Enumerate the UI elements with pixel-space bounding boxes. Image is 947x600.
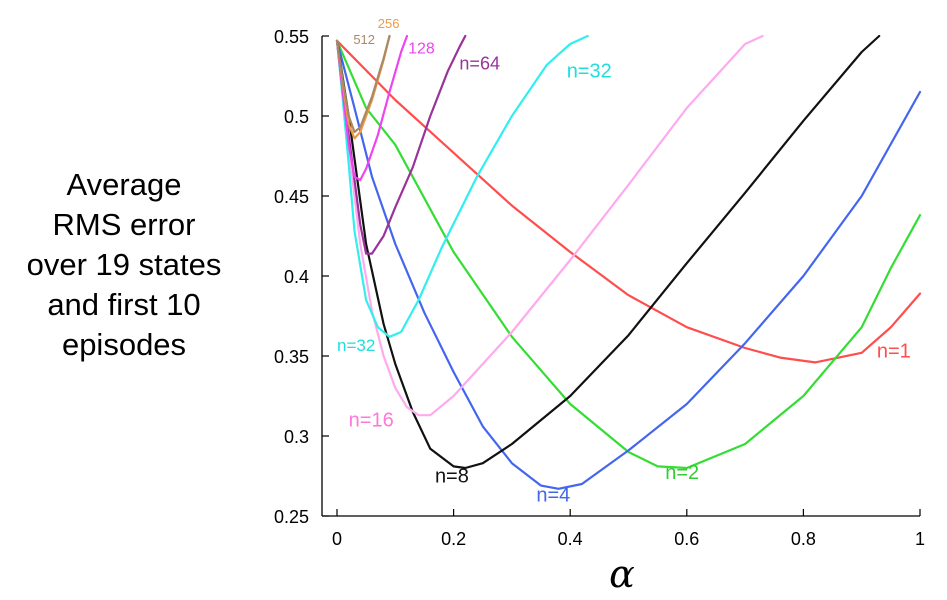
series-line-9 [335,34,391,134]
series-line-2 [335,39,922,490]
y-axis-label-line-1: Average [66,167,182,202]
x-tick-label: 0.8 [791,529,816,549]
x-tick-label: 0.6 [674,529,699,549]
series-label: n=32 [337,336,375,355]
series-label: n=8 [435,465,469,487]
y-axis-label-line-3: over 19 states [26,247,222,282]
y-tick-label: 0.35 [274,347,309,367]
series-line-1 [335,39,922,470]
series-line-3 [335,34,881,470]
series-label: n=16 [349,409,394,431]
series-line-4 [335,34,764,417]
y-axis-label: Average RMS error over 19 states and fir… [0,165,248,365]
series-label: 256 [378,16,400,31]
series-line-0 [335,39,922,364]
series-line-5 [335,34,589,338]
y-tick-label: 0.3 [284,427,309,447]
x-tick-label: 0.4 [558,529,583,549]
y-axis-label-line-2: RMS error [52,207,196,242]
series-label: n=2 [665,462,699,484]
chart-axes: 0.25 0.3 0.35 0.4 0.45 0.5 0.55 0 0.2 0.4 0.6 0.8 1 [274,27,925,549]
x-tick-label: 1 [915,529,925,549]
x-axis-label: α [609,552,635,596]
y-tick-label: 0.4 [284,267,309,287]
series-label: n=32 [567,61,612,83]
y-axis-label-line-4: and first 10 [47,287,201,322]
series-line-7 [335,34,409,182]
series-label: 128 [408,41,435,58]
y-tick-label: 0.25 [274,507,309,527]
y-axis-label-line-5: episodes [61,327,187,362]
x-tick-label: 0.2 [441,529,466,549]
y-tick-label: 0.45 [274,187,309,207]
y-tick-label: 0.5 [284,107,309,127]
y-tick-label: 0.55 [274,27,309,47]
series-label: n=1 [877,341,911,363]
series-label: n=64 [459,54,500,74]
series-line-6 [335,34,467,255]
series-label: 512 [353,32,375,47]
series-label: n=4 [536,485,570,507]
chart-series [335,34,922,490]
x-tick-label: 0 [332,529,342,549]
